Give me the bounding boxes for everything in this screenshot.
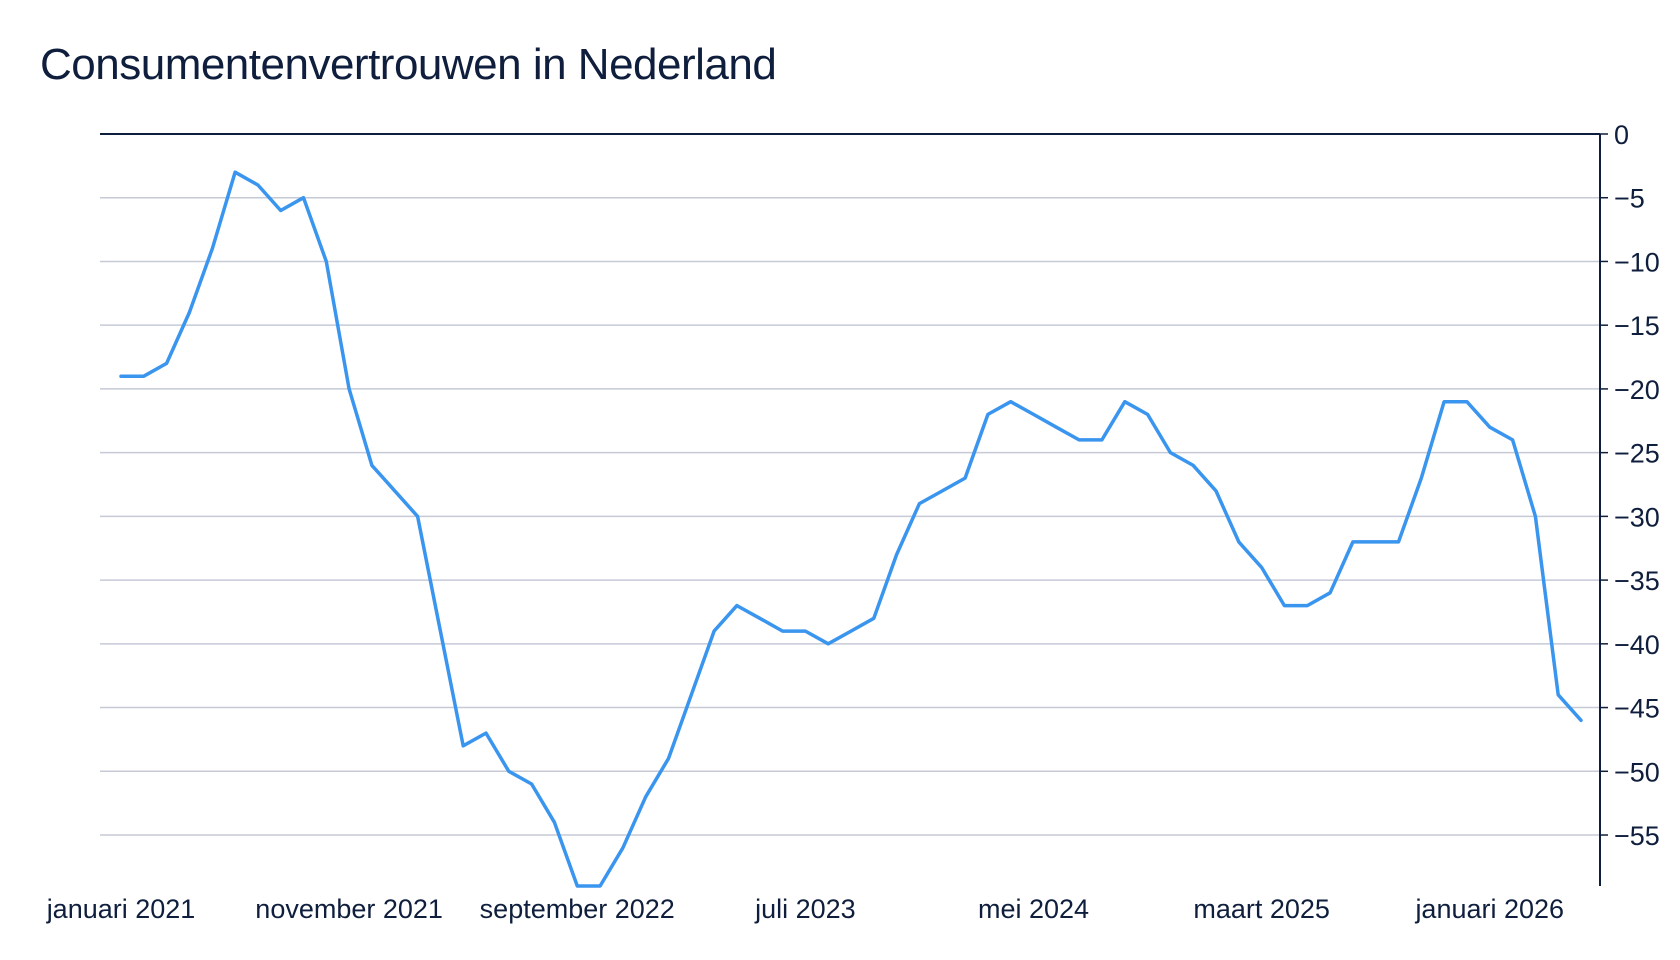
- y-tick-label: −30: [1614, 502, 1660, 532]
- x-tick-label: maart 2025: [1193, 894, 1330, 924]
- y-tick-label: −55: [1614, 821, 1660, 851]
- chart-title: Consumentenvertrouwen in Nederland: [40, 40, 777, 89]
- y-tick-label: −35: [1614, 566, 1660, 596]
- x-tick-label: september 2022: [480, 894, 675, 924]
- y-tick-label: −20: [1614, 375, 1660, 405]
- y-tick-label: −40: [1614, 630, 1660, 660]
- x-tick-label: januari 2026: [1414, 894, 1564, 924]
- x-tick-label: mei 2024: [978, 894, 1089, 924]
- x-tick-label: juli 2023: [754, 894, 856, 924]
- x-tick-label: januari 2021: [46, 894, 196, 924]
- y-tick-label: −5: [1614, 184, 1645, 214]
- y-tick-label: 0: [1614, 120, 1629, 150]
- y-tick-label: −45: [1614, 694, 1660, 724]
- y-tick-label: −10: [1614, 247, 1660, 277]
- y-tick-label: −15: [1614, 311, 1660, 341]
- y-tick-label: −25: [1614, 439, 1660, 469]
- x-tick-label: november 2021: [255, 894, 443, 924]
- y-tick-label: −50: [1614, 757, 1660, 787]
- series-line: [119, 170, 1583, 888]
